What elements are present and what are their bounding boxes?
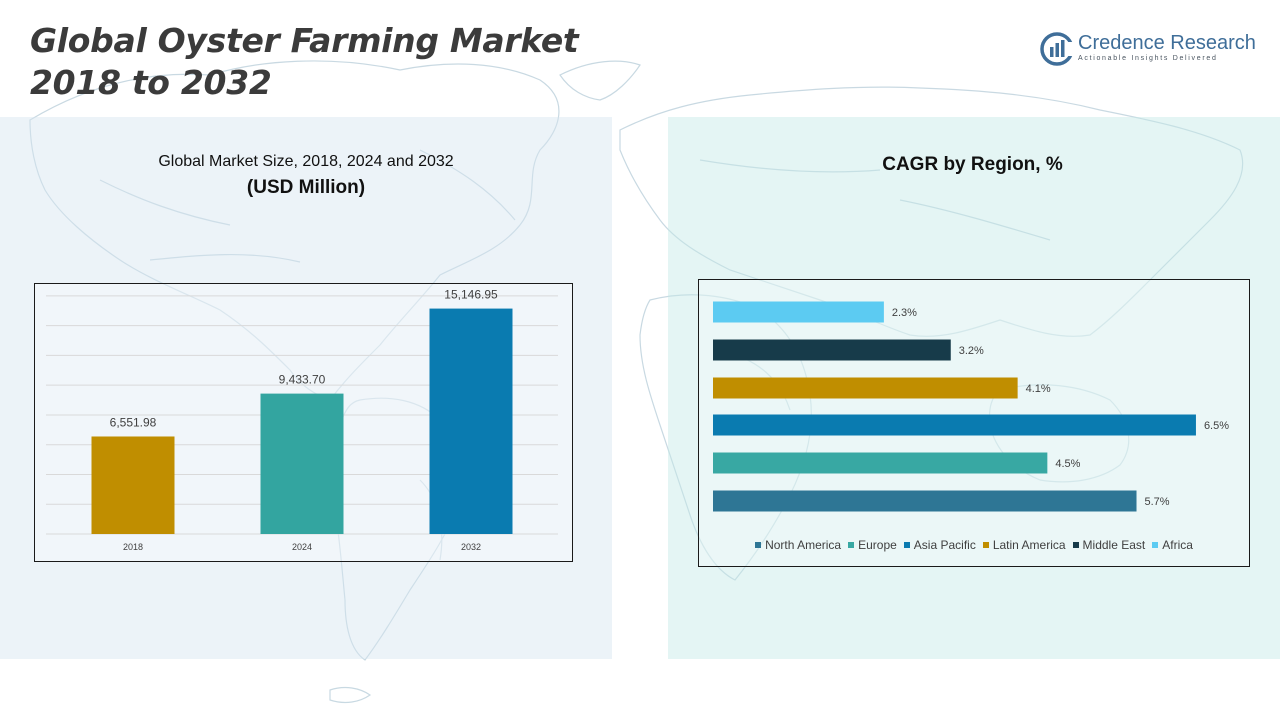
bar-value-label: 5.7% (1145, 496, 1170, 508)
legend-item: Latin America (982, 538, 1066, 552)
legend-swatch (903, 542, 910, 548)
bar-asia-pacific (713, 414, 1196, 436)
x-tick-label: 2024 (292, 542, 312, 552)
logo-icon (1040, 32, 1074, 66)
logo-name: Credence Research (1078, 32, 1256, 54)
bar-value-label: 4.5% (1055, 458, 1080, 470)
legend-swatch (982, 542, 989, 548)
bar-latin-america (713, 377, 1018, 399)
legend-item: Africa (1152, 538, 1193, 552)
page-title: Global Oyster Farming Market 2018 to 203… (30, 20, 579, 104)
page-title-line1: Global Oyster Farming Market (30, 21, 579, 60)
bar-value-label: 4.1% (1026, 383, 1051, 395)
legend-item: North America (755, 538, 841, 552)
x-tick-label: 2032 (461, 542, 481, 552)
legend-swatch (1072, 542, 1079, 548)
bar-2018 (91, 436, 175, 534)
legend-swatch (755, 542, 762, 548)
legend-item: Middle East (1072, 538, 1146, 552)
cagr-title: CAGR by Region, % (882, 154, 1063, 175)
bar-2032 (429, 308, 513, 534)
legend-swatch (848, 542, 855, 548)
cagr-legend: North America Europe Asia Pacific Latin Ame… (699, 538, 1249, 552)
bar-europe (713, 452, 1048, 474)
page-title-line2: 2018 to 2032 (30, 63, 272, 102)
bar-middle-east (713, 339, 951, 361)
legend-label: Latin America (992, 538, 1066, 552)
credence-research-logo[interactable]: Credence Research Actionable Insights De… (1040, 32, 1260, 68)
bar-north-america (713, 490, 1137, 512)
x-tick-label: 2018 (123, 542, 143, 552)
bar-value-label: 2.3% (892, 307, 917, 319)
legend-swatch (1152, 542, 1159, 548)
bar-value-label: 3.2% (959, 345, 984, 357)
legend-label: Asia Pacific (913, 538, 976, 552)
legend-item: Asia Pacific (903, 538, 976, 552)
market-size-subtitle: Global Market Size, 2018, 2024 and 2032 (158, 153, 454, 170)
legend-label: Africa (1162, 538, 1193, 552)
legend-label: Europe (858, 538, 897, 552)
bar-value-label: 15,146.95 (444, 288, 498, 302)
bar-2024 (260, 393, 344, 534)
legend-item: Europe (848, 538, 897, 552)
market-size-unit: (USD Million) (246, 177, 366, 198)
logo-tagline: Actionable Insights Delivered (1078, 55, 1218, 62)
bar-value-label: 6,551.98 (110, 415, 157, 429)
bar-value-label: 9,433.70 (279, 373, 326, 387)
legend-label: North America (765, 538, 842, 552)
legend-label: Middle East (1082, 538, 1146, 552)
bar-africa (713, 301, 884, 323)
bar-value-label: 6.5% (1204, 420, 1229, 432)
